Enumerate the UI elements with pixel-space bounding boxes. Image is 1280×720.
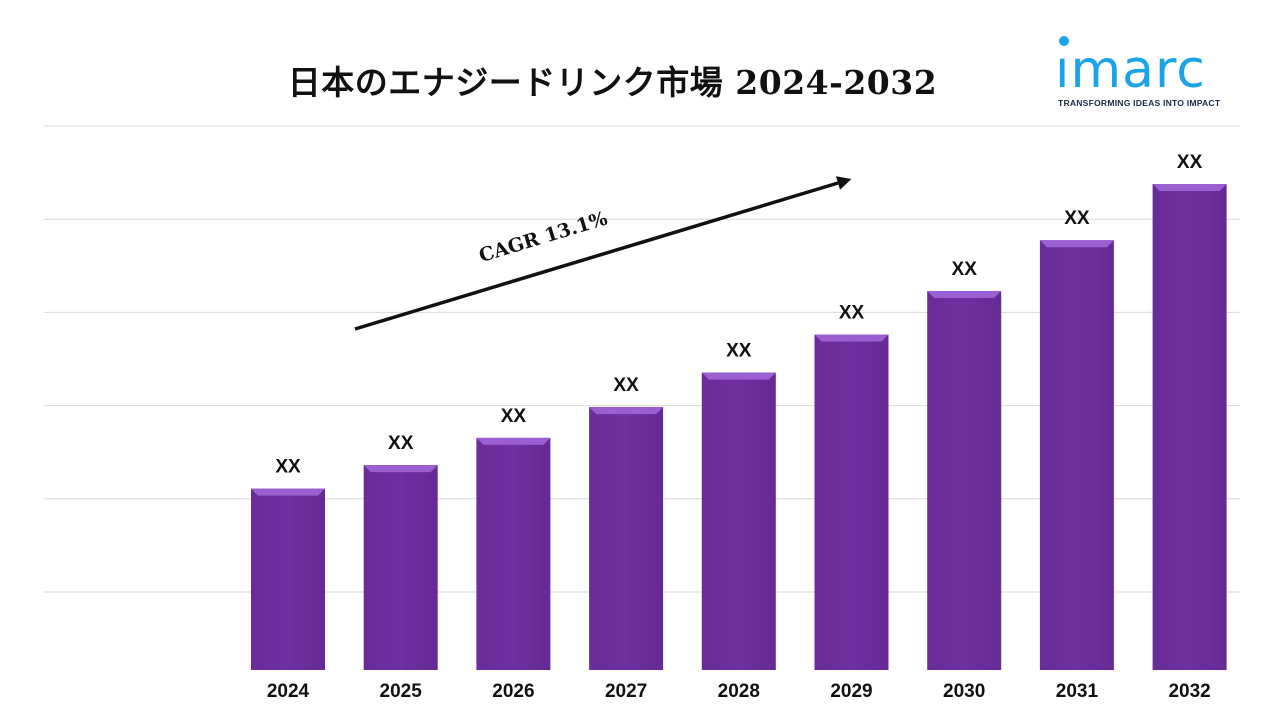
bar-top-bevel [1152,184,1227,192]
bar-top-bevel [814,334,889,342]
x-tick-label: 2026 [492,681,534,702]
data-label: XX [839,303,865,324]
bar-2028 [701,372,776,670]
bar-top-bevel [589,407,664,415]
bar-2024 [251,488,325,670]
x-axis-tick-labels: 2024 2025 2026 2027 2028 2029 2030 2031 2032 [267,681,1211,702]
data-label: XX [726,341,752,362]
trend-arrowhead-icon [835,176,852,190]
logo-wordmark: ımarc [1055,40,1206,100]
bar-top-bevel [927,291,1002,299]
bar-2030 [927,291,1002,670]
cagr-trend: CAGR 13.1% [354,176,852,331]
bar-2031 [1039,240,1114,671]
bar-top-bevel [476,437,551,445]
bar-top-bevel [251,488,325,496]
data-label: XX [1064,208,1090,229]
data-label: XX [388,433,414,454]
data-label: XX [952,259,978,280]
imarc-logo: ımarc TRANSFORMING IDEAS INTO IMPACT [1055,30,1237,110]
data-label: XX [275,457,301,478]
bar-2027 [589,407,664,670]
x-tick-label: 2030 [943,681,985,702]
x-tick-label: 2028 [718,681,760,702]
bar-top-bevel [363,465,438,473]
data-label: XX [1177,152,1203,173]
bar-top-bevel [1039,240,1114,248]
bars [251,184,1227,671]
bar-2025 [363,465,438,670]
x-tick-label: 2032 [1168,681,1210,702]
bar-2026 [476,437,551,670]
x-tick-label: 2025 [380,681,423,702]
bar-2029 [814,334,889,670]
chart-title: 日本のエナジードリンク市場 2024-2032 [287,63,938,102]
logo-tagline: TRANSFORMING IDEAS INTO IMPACT [1058,98,1221,108]
x-tick-label: 2024 [267,681,310,702]
data-labels: XX XX XX XX XX XX XX XX XX [275,152,1202,478]
x-tick-label: 2027 [605,681,647,702]
trend-arrow [354,181,839,331]
bar-2032 [1152,184,1227,670]
x-tick-label: 2029 [830,681,872,702]
bar-top-bevel [701,372,776,380]
data-label: XX [613,375,639,396]
x-tick-label: 2031 [1056,681,1099,702]
logo-dot-icon [1059,36,1069,46]
data-label: XX [501,406,527,427]
